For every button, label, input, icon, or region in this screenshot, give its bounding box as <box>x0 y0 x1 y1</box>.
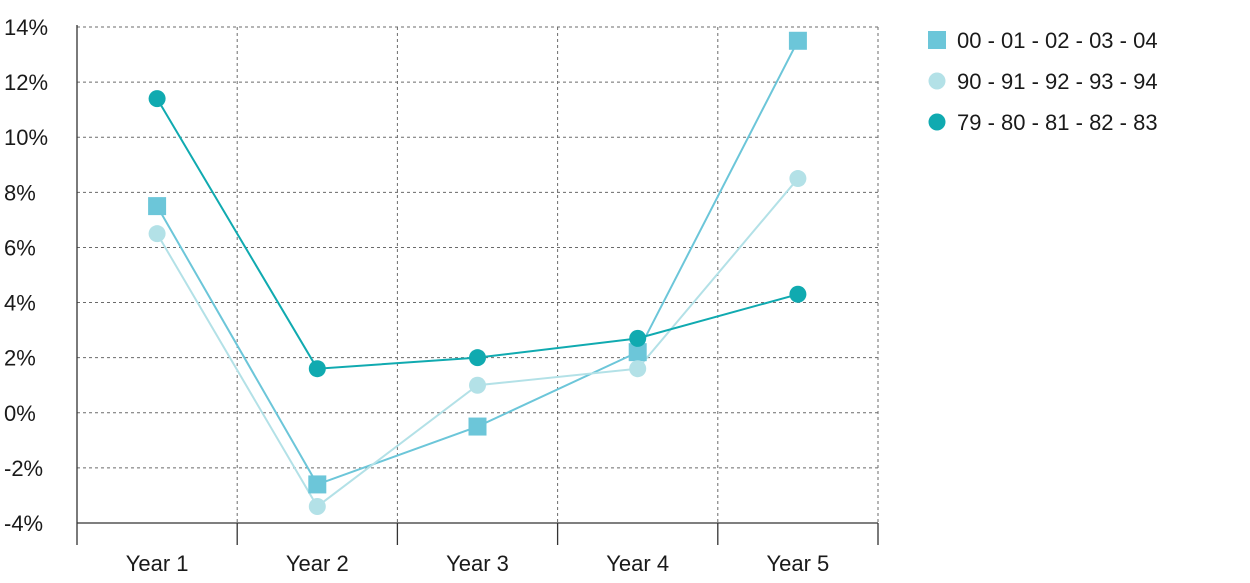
data-point <box>469 376 486 394</box>
y-tick-label: 12% <box>4 70 48 95</box>
data-point <box>628 343 647 362</box>
series-line <box>156 98 799 370</box>
data-point <box>629 329 647 347</box>
data-point <box>629 360 647 378</box>
x-tick-label: Year 4 <box>606 551 669 576</box>
y-tick-label: 14% <box>4 15 48 40</box>
series-layer <box>148 31 807 515</box>
data-point <box>148 197 167 216</box>
y-tick-label: 10% <box>4 125 48 150</box>
x-tick-label: Year 5 <box>766 551 829 576</box>
data-point <box>469 349 486 367</box>
legend-entry-label: 79 - 80 - 81 - 82 - 83 <box>957 110 1158 135</box>
y-tick-label: 6% <box>4 235 36 260</box>
grid-layer <box>77 26 879 523</box>
data-point <box>148 90 166 108</box>
y-tick-label: 4% <box>4 291 36 316</box>
data-point <box>788 31 807 50</box>
data-point <box>148 225 166 243</box>
x-tick-label: Year 3 <box>446 551 509 576</box>
y-tick-label: 2% <box>4 346 36 371</box>
data-point <box>308 475 327 494</box>
x-tick-label: Year 1 <box>126 551 189 576</box>
y-tick-label: 0% <box>4 401 36 426</box>
data-point <box>308 497 326 515</box>
y-tick-label: 8% <box>4 180 36 205</box>
legend-entry-label: 00 - 01 - 02 - 03 - 04 <box>957 28 1158 53</box>
data-point <box>789 285 807 303</box>
legend-marker <box>928 72 946 90</box>
axis-layer: -4% -2% 0% 2% 4% 6% 8% 10% 12% 14% Year 1 Year 2 Yea… <box>4 15 879 576</box>
legend-marker <box>928 31 946 49</box>
data-point <box>789 170 807 188</box>
legend-marker <box>928 113 946 131</box>
y-tick-label: -2% <box>4 456 43 481</box>
y-tick-label: -4% <box>4 511 43 536</box>
data-point <box>468 417 487 436</box>
legend: 00 - 01 - 02 - 03 - 04 90 - 91 - 92 - 93 … <box>928 28 1158 135</box>
data-point <box>308 360 326 378</box>
x-tick-label: Year 2 <box>286 551 349 576</box>
legend-entry-label: 90 - 91 - 92 - 93 - 94 <box>957 69 1158 94</box>
